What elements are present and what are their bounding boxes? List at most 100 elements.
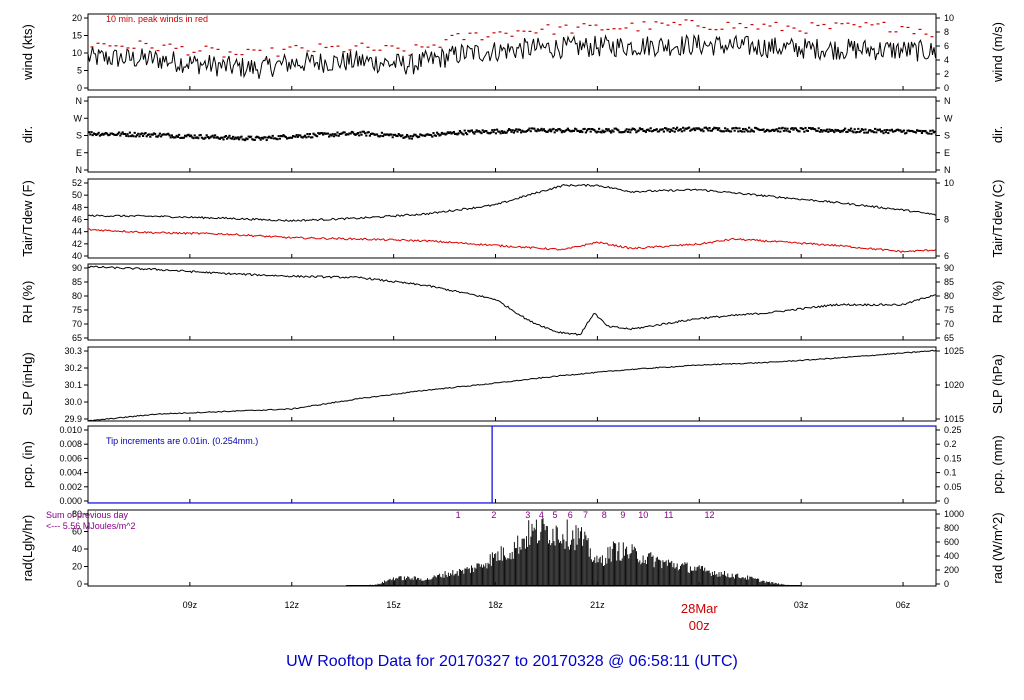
direction-point [457, 132, 460, 135]
direction-point [686, 127, 689, 130]
direction-point [415, 135, 418, 138]
right-tick-label: 0 [944, 83, 949, 93]
left-tick-label: 50 [72, 190, 82, 200]
left-tick-label: 40 [72, 544, 82, 554]
direction-point [277, 135, 280, 138]
direction-point [874, 127, 877, 130]
direction-point [388, 134, 391, 137]
direction-point [436, 131, 439, 134]
direction-point [287, 137, 290, 140]
direction-point [563, 130, 566, 133]
direction-point [368, 134, 371, 137]
direction-point [235, 137, 238, 140]
left-tick-label: 90 [72, 263, 82, 273]
direction-point [391, 136, 394, 139]
direction-point [233, 138, 236, 141]
direction-point [496, 128, 499, 131]
left-tick-label: N [76, 96, 83, 106]
direction-point [167, 132, 170, 135]
direction-point [104, 132, 107, 135]
direction-point [118, 131, 121, 134]
direction-point [541, 129, 544, 132]
direction-point [852, 131, 855, 134]
direction-point [504, 131, 507, 134]
direction-point [115, 133, 118, 136]
panel-frame [87, 178, 937, 259]
right-tick-label: N [944, 96, 951, 106]
direction-point [864, 128, 867, 131]
direction-point [461, 132, 464, 135]
direction-point [883, 129, 886, 132]
direction-point [295, 133, 298, 136]
direction-point [776, 130, 779, 133]
panel-temp: 40 42 44 46 48 50 52 6 8 10 Tair/Tdew (F) Tair/Tdew… [20, 178, 1005, 261]
direction-point [637, 129, 640, 132]
panel-frame [87, 13, 937, 91]
direction-point [748, 126, 751, 129]
direction-point [526, 130, 529, 133]
direction-point [103, 132, 106, 135]
direction-point [91, 134, 94, 137]
direction-point [511, 129, 514, 132]
direction-point [140, 132, 143, 135]
direction-point [918, 129, 921, 132]
direction-point [697, 127, 700, 130]
direction-point [416, 136, 419, 139]
direction-point [734, 126, 737, 129]
direction-point [791, 127, 794, 130]
direction-point [606, 129, 609, 132]
direction-point [635, 131, 638, 134]
direction-point [125, 134, 128, 137]
right-axis-label: pcp. (mm) [990, 435, 1005, 494]
panel-wind: 0 5 10 15 20 0 2 4 6 8 10 wind (kts) wind (m/s) 10 mi… [20, 13, 1005, 93]
left-tick-label: 15 [72, 31, 82, 41]
direction-point [320, 132, 323, 135]
left-tick-label: 30.1 [64, 380, 82, 390]
direction-point [919, 129, 922, 132]
direction-point [268, 135, 271, 138]
right-tick-label: 8 [944, 27, 949, 37]
direction-point [292, 135, 295, 138]
direction-point [846, 131, 849, 134]
direction-point [446, 131, 449, 134]
direction-point [830, 128, 833, 131]
direction-point [365, 134, 368, 137]
direction-point [137, 132, 140, 135]
direction-point [538, 129, 541, 132]
direction-point [454, 133, 457, 136]
hour-marker-label: 1 [456, 510, 461, 520]
direction-point [166, 133, 169, 136]
hour-marker-label: 7 [583, 510, 588, 520]
direction-point [466, 133, 469, 136]
direction-point [859, 130, 862, 133]
direction-point [275, 137, 278, 140]
direction-point [931, 129, 934, 132]
direction-point [881, 130, 884, 133]
direction-point [906, 129, 909, 132]
direction-point [485, 129, 488, 132]
direction-point [739, 130, 742, 133]
left-tick-label: 42 [72, 239, 82, 249]
direction-point [257, 136, 260, 139]
direction-point [412, 135, 415, 138]
direction-point [917, 129, 920, 132]
direction-point [317, 132, 320, 135]
direction-point [694, 129, 697, 132]
direction-point [326, 132, 329, 135]
direction-point [809, 127, 812, 130]
right-axis-label: RH (%) [990, 281, 1005, 324]
direction-point [497, 130, 500, 133]
direction-point [358, 134, 361, 137]
peak-wind-annotation: 10 min. peak winds in red [106, 14, 208, 24]
direction-point [332, 135, 335, 138]
direction-point [743, 130, 746, 133]
direction-point [551, 128, 554, 131]
direction-point [865, 131, 868, 134]
direction-point [380, 131, 383, 134]
direction-point [833, 131, 836, 134]
direction-point [211, 134, 214, 137]
direction-point [259, 138, 262, 141]
direction-point [449, 131, 452, 134]
direction-point [688, 126, 691, 129]
